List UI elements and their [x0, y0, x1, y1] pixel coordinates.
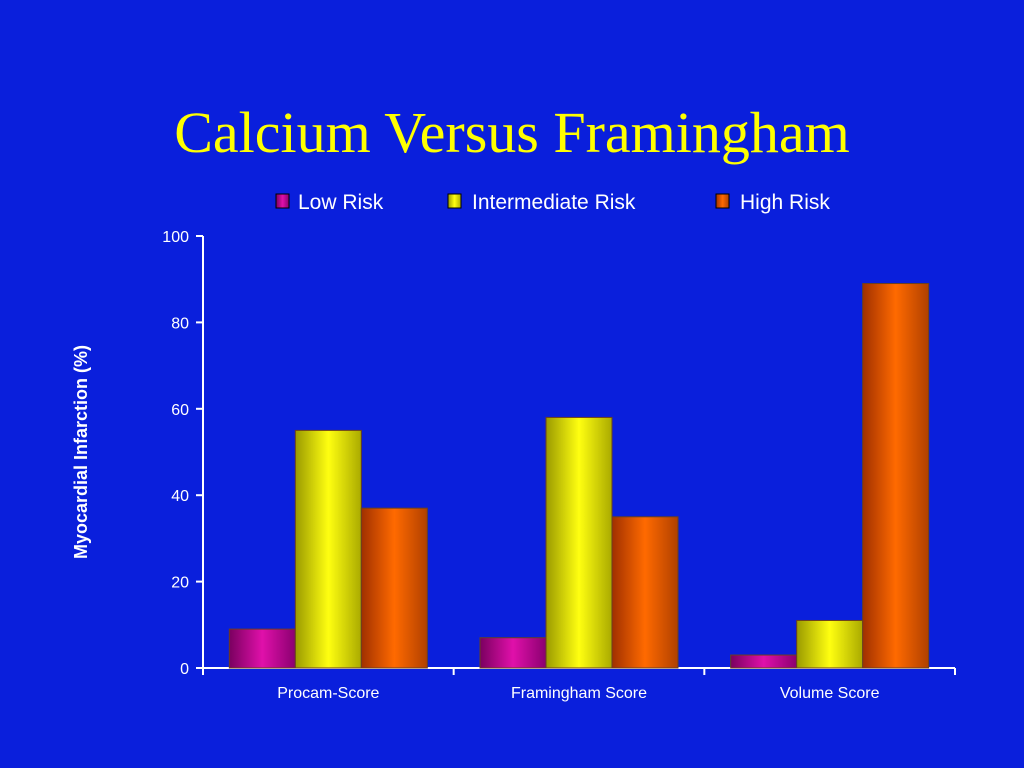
- y-axis: 0 20 40 60 80 100: [162, 229, 204, 678]
- y-tick-label: 60: [171, 402, 189, 419]
- x-axis: Procam-Score Framingham Score Volume Score: [202, 667, 956, 702]
- bar: [796, 619, 864, 669]
- chart-legend: Low Risk Intermediate Risk High Risk: [275, 191, 830, 214]
- bar: [479, 637, 547, 669]
- bars: [228, 283, 930, 669]
- bar: [545, 416, 613, 669]
- y-tick-label: 0: [180, 661, 189, 678]
- legend-swatch: [715, 193, 730, 209]
- x-tick-label: Volume Score: [780, 685, 880, 702]
- y-tick-label: 100: [162, 229, 189, 246]
- y-tick-label: 80: [171, 315, 189, 332]
- legend-label: Intermediate Risk: [472, 191, 636, 214]
- bar: [228, 628, 296, 669]
- x-tick-label: Procam-Score: [277, 685, 379, 702]
- x-tick-label: Framingham Score: [511, 685, 647, 702]
- y-tick-label: 20: [171, 575, 189, 592]
- bar: [294, 429, 362, 669]
- slide-title: Calcium Versus Framingham: [174, 100, 850, 165]
- bar: [862, 283, 930, 669]
- y-axis-title: Myocardial Infarction (%): [71, 345, 91, 559]
- y-tick-label: 40: [171, 488, 189, 505]
- bar: [611, 516, 679, 669]
- legend-label: High Risk: [740, 191, 830, 214]
- bar: [360, 507, 428, 669]
- legend-swatch: [275, 193, 290, 209]
- legend-swatch: [447, 193, 462, 209]
- legend-label: Low Risk: [298, 191, 384, 214]
- bar: [730, 654, 798, 669]
